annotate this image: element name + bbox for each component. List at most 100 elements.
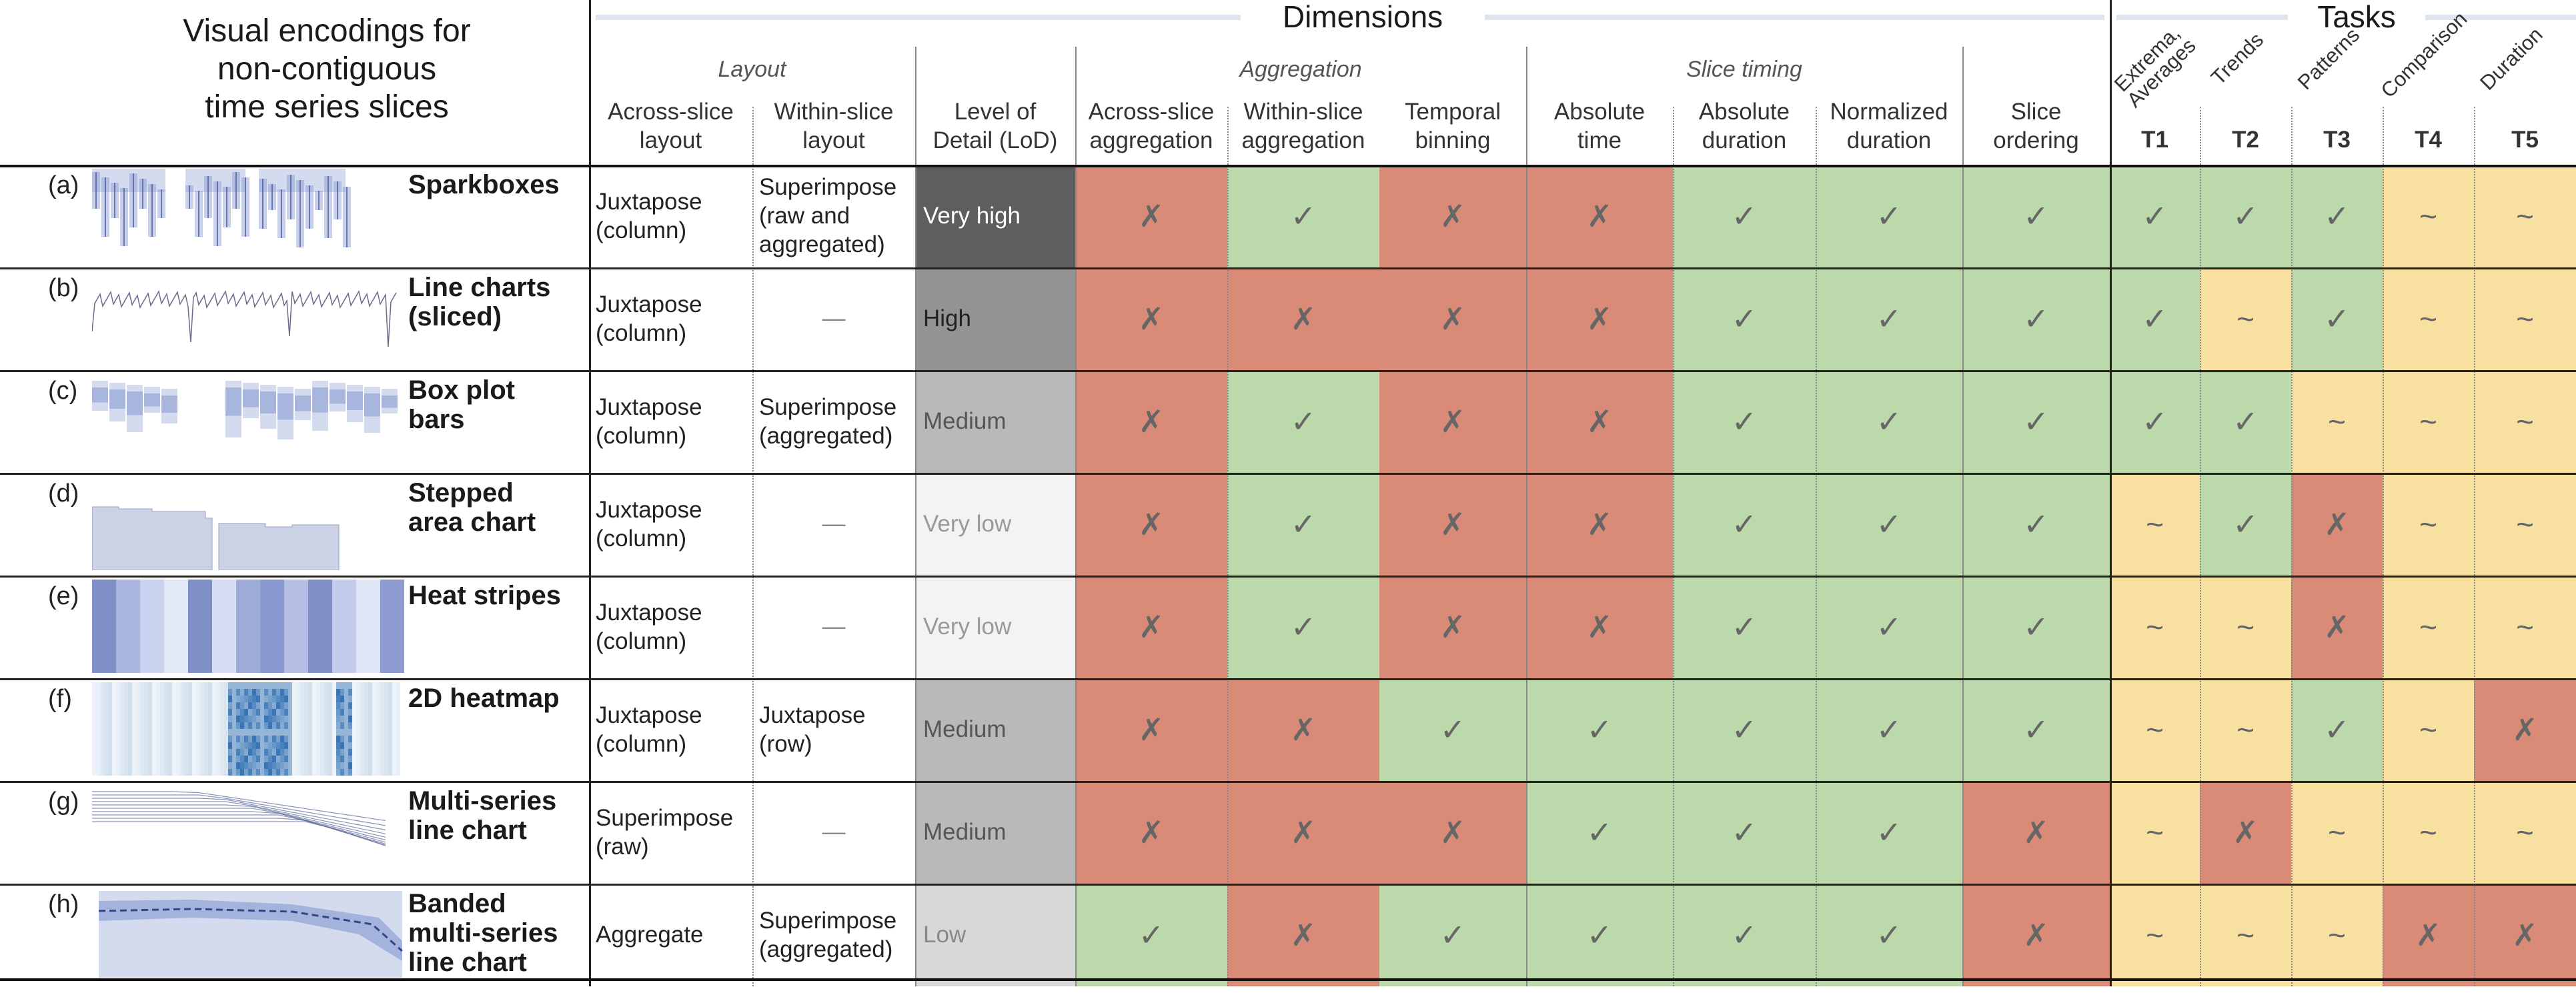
task-cell-yes: ✓: [2110, 370, 2200, 473]
grid-line: [0, 576, 2576, 578]
task-name: Extrema, Averages: [2109, 21, 2200, 112]
task-cell-yes: ✓: [2200, 473, 2291, 576]
dimension-cell-yes: ✓: [1227, 370, 1379, 473]
grid-line: [0, 978, 2576, 981]
task-cell-partial: ~: [2474, 267, 2576, 370]
task-cell-partial: ~: [2474, 576, 2576, 678]
row-letter: (f): [48, 685, 72, 713]
encoding-preview-image: [92, 785, 406, 878]
column-header: Within-slice layout: [774, 99, 894, 153]
dimension-cell-yes: ✓: [1816, 678, 1962, 781]
dimension-cell-yes: ✓: [1962, 267, 2110, 370]
task-id: T3: [2323, 127, 2351, 153]
task-cell-partial: ~: [2200, 884, 2291, 986]
task-cell-partial: ~: [2383, 370, 2474, 473]
task-cell-no: ✗: [2474, 884, 2576, 986]
within-slice-layout-value: Juxtapose (row): [759, 702, 866, 757]
lod-cell: Medium: [915, 781, 1075, 884]
dimension-cell-yes: ✓: [1227, 165, 1379, 267]
dimension-cell-no: ✗: [1962, 884, 2110, 986]
across-slice-layout-value: Juxtapose (column): [596, 600, 702, 654]
dimension-cell-yes: ✓: [1816, 267, 1962, 370]
encoding-preview-image: [92, 888, 406, 981]
dimension-cell-yes: ✓: [1379, 884, 1526, 986]
dimension-cell-no: ✗: [1526, 576, 1673, 678]
task-cell-no: ✗: [2200, 781, 2291, 884]
dimension-cell-yes: ✓: [1673, 267, 1816, 370]
within-slice-layout-value: Superimpose (raw and aggregated): [759, 174, 897, 257]
encoding-name: Banded multi-series line chart: [408, 889, 558, 977]
row-letter: (c): [48, 377, 78, 405]
dimension-cell-no: ✗: [1526, 370, 1673, 473]
task-cell-partial: ~: [2383, 267, 2474, 370]
across-slice-layout-value: Juxtapose (column): [596, 497, 702, 552]
column-header: Across-slice layout: [608, 99, 734, 153]
dimension-cell-yes: ✓: [1673, 678, 1816, 781]
task-cell-partial: ~: [2200, 576, 2291, 678]
encoding-name: Heat stripes: [408, 581, 561, 610]
dimension-cell-yes: ✓: [1816, 884, 1962, 986]
task-cell-yes: ✓: [2110, 267, 2200, 370]
task-cell-partial: ~: [2291, 884, 2383, 986]
column-header: Level of Detail (LoD): [932, 99, 1058, 153]
dimension-cell-no: ✗: [1075, 370, 1227, 473]
encoding-preview-image: [92, 374, 406, 467]
encoding-preview-image: [92, 682, 406, 776]
grid-line: [0, 884, 2576, 886]
task-cell-partial: ~: [2110, 473, 2200, 576]
task-cell-partial: ~: [2383, 473, 2474, 576]
dimension-cell-no: ✗: [1227, 267, 1379, 370]
encoding-preview-image: [92, 169, 406, 262]
dimension-cell-no: ✗: [1379, 370, 1526, 473]
grid-line: [1526, 47, 1527, 986]
task-name: Duration: [2475, 23, 2547, 95]
across-slice-layout-value: Juxtapose (column): [596, 702, 702, 757]
task-cell-no: ✗: [2291, 473, 2383, 576]
dimension-cell-no: ✗: [1075, 165, 1227, 267]
grid-line: [752, 107, 754, 986]
dimension-cell-yes: ✓: [1227, 473, 1379, 576]
grid-line: [2291, 107, 2293, 986]
lod-cell: Very low: [915, 576, 1075, 678]
dimensions-title: Dimensions: [1241, 0, 1485, 36]
dimension-cell-no: ✗: [1075, 781, 1227, 884]
dimension-cell-no: ✗: [1075, 576, 1227, 678]
dimension-cell-yes: ✓: [1962, 576, 2110, 678]
dimension-cell-yes: ✓: [1526, 884, 1673, 986]
dimension-cell-yes: ✓: [1673, 370, 1816, 473]
task-cell-yes: ✓: [2110, 165, 2200, 267]
row-letter: (b): [48, 274, 79, 302]
column-header: Absolute duration: [1698, 99, 1790, 153]
task-cell-partial: ~: [2474, 781, 2576, 884]
dimension-cell-yes: ✓: [1962, 473, 2110, 576]
within-slice-layout-value: Superimpose (aggregated): [759, 908, 897, 962]
task-cell-no: ✗: [2291, 576, 2383, 678]
dimension-cell-no: ✗: [1227, 678, 1379, 781]
dimension-cell-no: ✗: [1962, 781, 2110, 884]
encoding-name: Stepped area chart: [408, 478, 536, 537]
dimension-cell-yes: ✓: [1962, 370, 2110, 473]
task-cell-yes: ✓: [2291, 165, 2383, 267]
dimension-cell-no: ✗: [1526, 473, 1673, 576]
grid-line: [1673, 107, 1674, 986]
dimension-cell-no: ✗: [1379, 576, 1526, 678]
encoding-name: Line charts (sliced): [408, 273, 551, 331]
dimension-cell-yes: ✓: [1075, 884, 1227, 986]
encoding-name: Box plot bars: [408, 375, 515, 434]
encoding-name: Sparkboxes: [408, 170, 560, 199]
grid-line: [1962, 47, 1964, 986]
dimension-cell-no: ✗: [1526, 165, 1673, 267]
across-slice-layout-value: Aggregate: [596, 922, 704, 948]
task-cell-partial: ~: [2291, 370, 2383, 473]
grid-line: [0, 781, 2576, 783]
dimension-cell-yes: ✓: [1526, 678, 1673, 781]
lod-cell: Very low: [915, 473, 1075, 576]
dimension-cell-yes: ✓: [1673, 576, 1816, 678]
task-id: T5: [2511, 127, 2539, 153]
dimension-cell-yes: ✓: [1673, 473, 1816, 576]
across-slice-layout-value: Juxtapose (column): [596, 394, 702, 449]
encoding-preview-image: [92, 580, 406, 673]
task-cell-partial: ~: [2110, 884, 2200, 986]
dimension-cell-yes: ✓: [1526, 781, 1673, 884]
